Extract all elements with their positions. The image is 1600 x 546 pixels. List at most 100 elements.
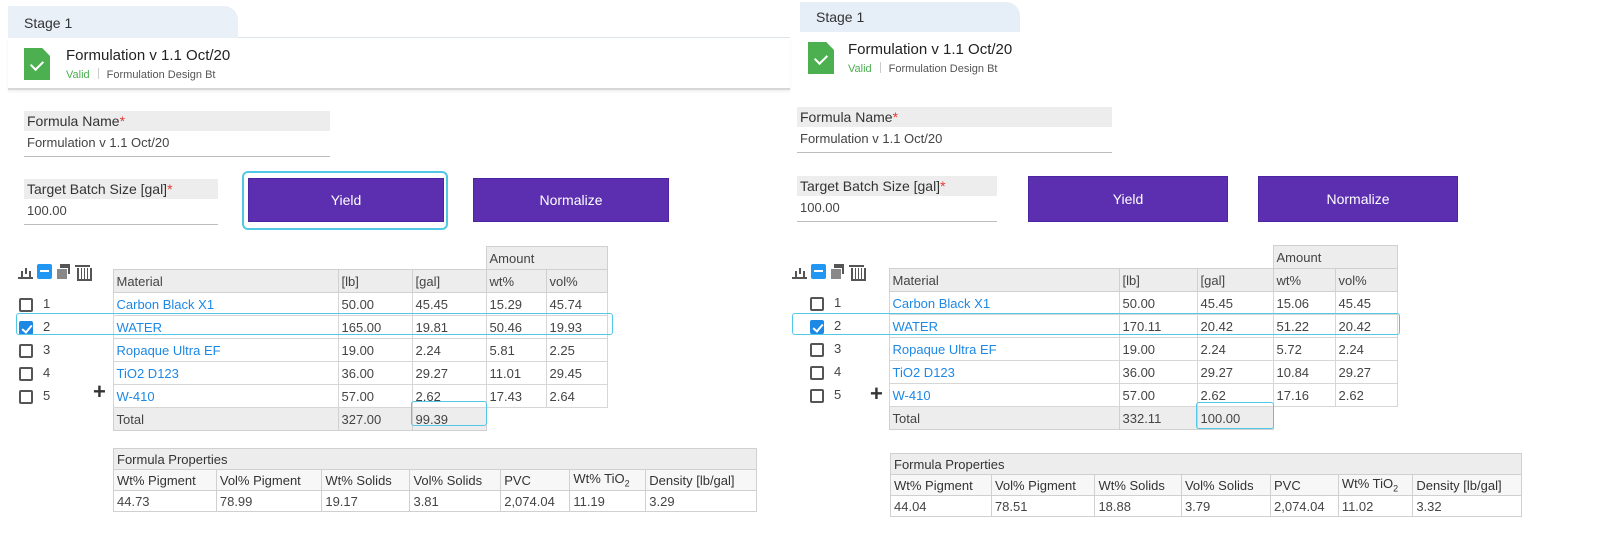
copy-icon[interactable] (830, 264, 845, 280)
collapse-icon[interactable] (37, 264, 52, 279)
col-material[interactable]: Material (112, 269, 339, 293)
cell-vol: 2.64 (545, 384, 608, 408)
tab-stage-1[interactable]: Stage 1 (8, 6, 238, 38)
col-lb[interactable]: [lb] (1118, 268, 1198, 292)
amount-group-row: Amount (792, 245, 1398, 269)
material-link[interactable]: W-410 (888, 383, 1120, 407)
batch-size-field: Target Batch Size [gal]* 100.00 (24, 179, 218, 225)
add-row-icon[interactable]: + (870, 381, 883, 406)
material-link[interactable]: Carbon Black X1 (888, 291, 1120, 315)
row-checkbox[interactable] (19, 297, 33, 312)
row-checkbox[interactable] (19, 366, 33, 381)
trash-icon[interactable] (849, 264, 866, 281)
prop-col: Wt% TiO2 (1337, 474, 1414, 496)
cell-gal[interactable]: 2.24 (1196, 337, 1274, 361)
row-number: 3 (43, 342, 51, 358)
row-checkbox[interactable] (810, 365, 824, 380)
prop-col: Vol% Solids (409, 469, 502, 491)
col-lb[interactable]: [lb] (337, 269, 413, 293)
cell-gal[interactable]: 45.45 (411, 292, 487, 316)
cell-lb[interactable]: 36.00 (337, 361, 413, 385)
cell-lb[interactable]: 19.00 (1118, 337, 1198, 361)
row-checkbox[interactable] (810, 388, 824, 403)
properties-values: 44.73 78.99 19.17 3.81 2,074.04 11.19 3.… (113, 490, 757, 512)
amount-group-header: Amount (485, 246, 608, 270)
prop-value: 3.81 (409, 490, 502, 512)
amount-group-header: Amount (1272, 245, 1398, 269)
table-row: 3 Ropaque Ultra EF 19.00 2.24 5.81 2.25 (16, 338, 608, 362)
row-checkbox[interactable] (810, 296, 824, 311)
prop-value: 44.04 (890, 495, 992, 517)
tab-stage-1[interactable]: Stage 1 (800, 2, 1020, 34)
add-row-icon[interactable]: + (93, 379, 106, 404)
batch-size-input[interactable]: 100.00 (797, 196, 997, 222)
table-header: Material [lb] [gal] wt% vol% (16, 269, 608, 293)
col-gal[interactable]: [gal] (411, 269, 487, 293)
col-gal[interactable]: [gal] (1196, 268, 1274, 292)
collapse-icon[interactable] (811, 264, 826, 279)
formula-name-label: Formula Name* (797, 107, 1112, 127)
total-label: Total (888, 406, 1120, 430)
cell-gal[interactable]: 45.45 (1196, 291, 1274, 315)
properties-title: Formula Properties (890, 453, 1522, 475)
table-row: 2 WATER 165.00 19.81 50.46 19.93 (16, 315, 608, 339)
chart-icon[interactable] (18, 264, 33, 279)
batch-size-label: Target Batch Size [gal]* (24, 179, 218, 199)
prop-value: 78.99 (215, 490, 323, 512)
total-lb: 327.00 (337, 407, 413, 431)
yield-button[interactable]: Yield (248, 178, 444, 222)
cell-lb[interactable]: 19.00 (337, 338, 413, 362)
row-checkbox-checked[interactable] (19, 320, 33, 335)
cell-vol: 19.93 (545, 315, 608, 339)
batch-size-input[interactable]: 100.00 (24, 199, 218, 225)
cell-lb[interactable]: 57.00 (1118, 383, 1198, 407)
cell-vol: 2.62 (1334, 383, 1398, 407)
total-row: Total 332.11 100.00 (792, 406, 1397, 430)
prop-col: Vol% Pigment (215, 469, 323, 491)
row-checkbox[interactable] (19, 389, 33, 404)
page-title: Formulation v 1.1 Oct/20 (848, 41, 1013, 58)
total-gal: 99.39 (411, 407, 487, 431)
cell-gal[interactable]: 29.27 (1196, 360, 1274, 384)
formula-name-input[interactable]: Formulation v 1.1 Oct/20 (24, 131, 330, 157)
material-link[interactable]: Ropaque Ultra EF (888, 337, 1120, 361)
col-vol[interactable]: vol% (1334, 268, 1398, 292)
cell-gal[interactable]: 29.27 (411, 361, 487, 385)
trash-icon[interactable] (75, 264, 92, 281)
normalize-button[interactable]: Normalize (1258, 176, 1458, 222)
col-wt[interactable]: wt% (485, 269, 547, 293)
row-checkbox[interactable] (810, 342, 824, 357)
col-material[interactable]: Material (888, 268, 1120, 292)
material-link[interactable]: TiO2 D123 (888, 360, 1120, 384)
material-link[interactable]: TiO2 D123 (112, 361, 339, 385)
prop-value: 78.51 (990, 495, 1096, 517)
chart-icon[interactable] (792, 264, 807, 279)
row-number: 1 (834, 295, 842, 311)
material-link[interactable]: Carbon Black X1 (112, 292, 339, 316)
col-vol[interactable]: vol% (545, 269, 608, 293)
row-checkbox-checked[interactable] (810, 319, 824, 334)
col-wt[interactable]: wt% (1272, 268, 1336, 292)
cell-vol: 29.45 (545, 361, 608, 385)
prop-col: Wt% TiO2 (569, 469, 647, 491)
properties-header: Wt% Pigment Vol% Pigment Wt% Solids Vol%… (890, 474, 1522, 496)
normalize-button[interactable]: Normalize (473, 178, 669, 222)
material-link[interactable]: Ropaque Ultra EF (112, 338, 339, 362)
yield-button[interactable]: Yield (1028, 176, 1228, 222)
cell-lb[interactable]: 50.00 (1118, 291, 1198, 315)
table-toolbar (792, 264, 866, 281)
cell-gal[interactable]: 2.24 (411, 338, 487, 362)
header-project: Formulation Design Bt (888, 63, 998, 75)
formula-name-input[interactable]: Formulation v 1.1 Oct/20 (797, 127, 1112, 153)
copy-icon[interactable] (56, 264, 71, 280)
cell-lb[interactable]: 36.00 (1118, 360, 1198, 384)
material-link[interactable]: W-410 (112, 384, 339, 408)
materials-table: Amount Material [lb] [gal] wt% vol% 1 Ca… (792, 245, 1398, 430)
row-number: 3 (834, 341, 842, 357)
cell-lb[interactable]: 57.00 (337, 384, 413, 408)
prop-col: PVC (500, 469, 571, 491)
prop-col: Wt% Pigment (113, 469, 217, 491)
prop-col: Vol% Pigment (990, 474, 1096, 496)
row-checkbox[interactable] (19, 343, 33, 358)
prop-col: Density [lb/gal] (645, 469, 757, 491)
